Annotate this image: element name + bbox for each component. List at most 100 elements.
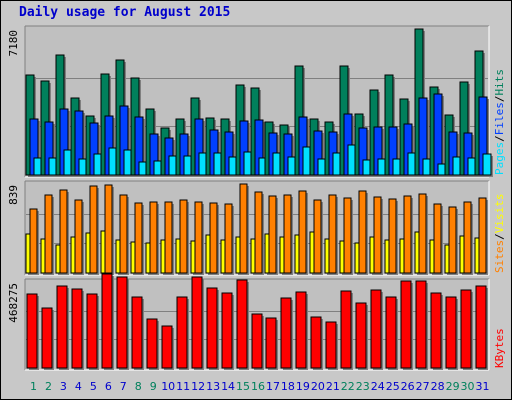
bar-sites <box>164 201 173 274</box>
y-max-label-hits-files-pages: 7180 <box>7 30 20 57</box>
day-label: 29 <box>446 380 460 393</box>
day-label: 13 <box>206 380 220 393</box>
bar-kbytes <box>400 280 412 369</box>
legend-label-kbytes: KBytes <box>493 328 506 368</box>
bar-files <box>433 93 443 176</box>
day-label: 23 <box>356 380 370 393</box>
bar-sites <box>134 202 143 274</box>
bar-kbytes <box>340 290 352 369</box>
day-label: 30 <box>461 380 475 393</box>
legend-label-hits: Hits <box>493 69 506 96</box>
bar-kbytes <box>71 288 83 369</box>
bar-sites <box>403 195 412 274</box>
legend-separator: / <box>493 96 506 103</box>
bar-sites <box>74 199 83 274</box>
bar-sites <box>283 194 292 274</box>
bar-sites <box>104 184 113 274</box>
day-label: 14 <box>221 380 235 393</box>
bar-kbytes <box>221 292 233 369</box>
day-label: 21 <box>326 380 340 393</box>
bar-sites <box>194 201 203 274</box>
day-label: 8 <box>135 380 142 393</box>
y-max-label-visits-sites: 839 <box>7 185 20 205</box>
legend-separator: / <box>493 233 506 240</box>
bar-sites <box>89 185 98 274</box>
bar-kbytes <box>236 279 248 369</box>
bar-sites <box>343 197 352 274</box>
day-label: 17 <box>266 380 280 393</box>
legend-label-pages: Pages <box>493 142 506 175</box>
legend-label-visits: Visits <box>493 194 506 234</box>
bar-sites <box>298 190 307 274</box>
bar-kbytes <box>280 297 292 369</box>
bar-kbytes <box>251 313 263 369</box>
bar-kbytes <box>295 291 307 369</box>
bar-kbytes <box>116 276 128 369</box>
bar-kbytes <box>475 285 487 369</box>
bar-kbytes <box>445 296 457 369</box>
bar-kbytes <box>206 287 218 369</box>
bar-kbytes <box>101 273 113 369</box>
bar-kbytes <box>430 292 442 369</box>
bar-kbytes <box>86 293 98 369</box>
day-label: 11 <box>176 380 190 393</box>
bar-pages <box>482 153 492 176</box>
bar-sites <box>268 195 277 274</box>
day-label: 6 <box>105 380 112 393</box>
bar-sites <box>418 193 427 274</box>
bar-sites <box>179 199 188 274</box>
bar-sites <box>463 201 472 274</box>
day-label: 27 <box>416 380 430 393</box>
bar-kbytes <box>460 289 472 369</box>
bar-sites <box>478 197 487 274</box>
bar-kbytes <box>325 321 337 369</box>
day-label: 12 <box>191 380 205 393</box>
bar-kbytes <box>415 280 427 369</box>
day-label: 15 <box>236 380 250 393</box>
day-label: 5 <box>90 380 97 393</box>
day-label: 2 <box>45 380 52 393</box>
bar-kbytes <box>41 307 53 369</box>
bar-sites <box>224 203 233 274</box>
bar-kbytes <box>26 293 38 369</box>
day-label: 22 <box>341 380 355 393</box>
day-label: 16 <box>251 380 265 393</box>
legend-kbytes: KBytes <box>493 328 506 368</box>
day-label: 20 <box>311 380 325 393</box>
bar-kbytes <box>146 318 158 369</box>
day-label: 19 <box>296 380 310 393</box>
bar-sites <box>358 190 367 274</box>
bar-sites <box>59 189 68 274</box>
bar-sites <box>209 202 218 274</box>
day-label: 28 <box>431 380 445 393</box>
bar-kbytes <box>56 285 68 369</box>
day-label: 18 <box>281 380 295 393</box>
day-label: 9 <box>150 380 157 393</box>
bar-kbytes <box>161 325 173 369</box>
legend-visits-sites: Sites/Visits <box>493 194 506 274</box>
bar-sites <box>239 183 248 274</box>
legend-separator: / <box>493 135 506 142</box>
bar-sites <box>433 203 442 274</box>
bar-sites <box>119 194 128 274</box>
day-label: 10 <box>161 380 175 393</box>
bar-kbytes <box>176 296 188 369</box>
bar-kbytes <box>385 296 397 369</box>
day-label: 24 <box>371 380 385 393</box>
bar-sites <box>388 198 397 274</box>
bar-kbytes <box>370 289 382 369</box>
day-label: 26 <box>401 380 415 393</box>
day-label: 31 <box>476 380 490 393</box>
bar-kbytes <box>265 317 277 369</box>
bar-kbytes <box>131 296 143 369</box>
bar-sites <box>313 199 322 274</box>
bar-sites <box>254 191 263 274</box>
legend-label-files: Files <box>493 102 506 135</box>
day-label: 1 <box>30 380 37 393</box>
bar-kbytes <box>355 302 367 369</box>
chart-title: Daily usage for August 2015 <box>19 5 231 20</box>
legend-hits-files-pages: Pages/Files/Hits <box>493 69 506 175</box>
legend-label-sites: Sites <box>493 240 506 273</box>
bar-sites <box>149 201 158 274</box>
